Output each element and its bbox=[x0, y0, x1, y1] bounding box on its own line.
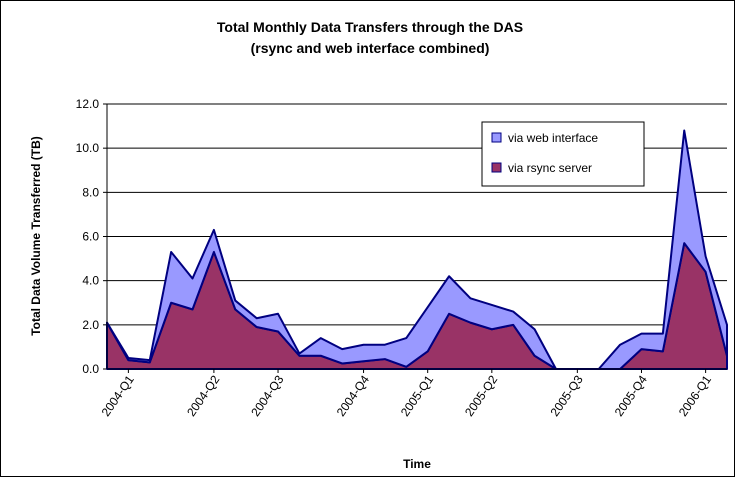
legend-swatch bbox=[491, 162, 502, 173]
y-tick-label: 8.0 bbox=[82, 185, 99, 199]
legend-swatch bbox=[491, 132, 502, 143]
y-tick-label: 4.0 bbox=[82, 274, 99, 288]
area bbox=[106, 129, 728, 370]
y-tick-label: 12.0 bbox=[76, 97, 100, 111]
legend-label: via rsync server bbox=[508, 161, 592, 175]
y-axis-label: Total Data Volume Transferred (TB) bbox=[29, 136, 43, 336]
chart-subtitle: (rsync and web interface combined) bbox=[251, 40, 490, 56]
y-tick-label: 2.0 bbox=[82, 318, 99, 332]
chart-title: Total Monthly Data Transfers through the… bbox=[217, 19, 523, 35]
legend-box bbox=[481, 121, 645, 187]
legend-label: via web interface bbox=[508, 131, 598, 145]
x-axis-label: Time bbox=[403, 457, 431, 471]
y-tick-label: 0.0 bbox=[82, 362, 99, 376]
y-tick-label: 6.0 bbox=[82, 230, 99, 244]
y-tick-label: 10.0 bbox=[76, 141, 100, 155]
